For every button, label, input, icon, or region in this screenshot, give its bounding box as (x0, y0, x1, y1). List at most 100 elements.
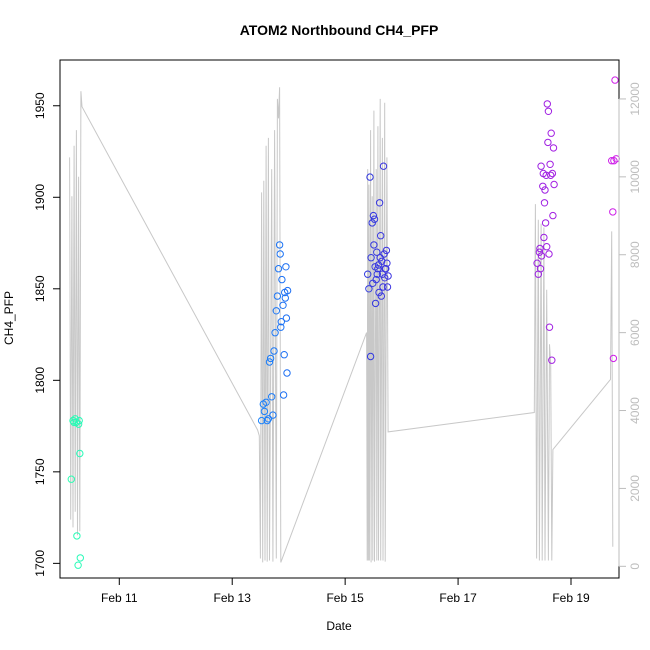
y2-tick-label: 2000 (628, 475, 642, 502)
y2-tick-label: 6000 (628, 319, 642, 346)
ch4-point (533, 259, 541, 267)
ch4-point (74, 420, 83, 428)
ch4-point (263, 416, 271, 425)
ch4-point (611, 76, 619, 84)
ch4-points-layer (67, 76, 620, 569)
ch4-point (67, 475, 76, 483)
ch4-point (547, 129, 555, 137)
ch4-point (377, 232, 385, 240)
ch4-point (70, 418, 78, 427)
ch4-point (76, 554, 85, 562)
ch4-point (265, 358, 274, 366)
y-tick-label: 1850 (33, 275, 47, 302)
x-axis-label: Date (326, 619, 352, 633)
ch4-point (273, 292, 282, 300)
y2-tick-label: 10000 (628, 160, 642, 194)
ch4-point (281, 294, 289, 302)
ch4-point (271, 329, 279, 337)
x-tick-label: Feb 15 (326, 591, 364, 605)
ch4-point (368, 219, 376, 227)
ch4-point (283, 369, 291, 377)
ch4-point (382, 246, 391, 255)
ch4-point (548, 169, 557, 178)
altitude-line-layer (69, 87, 614, 563)
ch4-point (269, 411, 277, 419)
ch4-point (283, 286, 292, 295)
ch4-point (540, 199, 549, 207)
y2-tick-label: 0 (628, 563, 642, 570)
ch4-point (76, 449, 84, 458)
ch4-point (380, 250, 388, 258)
ch4-point (375, 199, 384, 207)
ch4-point (279, 301, 287, 309)
ch4-point (373, 248, 381, 256)
ch4-point (274, 265, 283, 273)
ch4-point (366, 352, 375, 361)
ch4-point (371, 299, 380, 308)
y-tick-label: 1750 (33, 458, 47, 485)
ch4-point (375, 288, 383, 297)
ch4-point (537, 252, 546, 260)
ch4-point (377, 292, 385, 300)
ch4-point (282, 263, 290, 271)
ch4-point (537, 162, 545, 170)
y-tick-label: 1700 (33, 550, 47, 577)
ch4-point (610, 157, 618, 165)
ch4-point (383, 259, 391, 267)
ch4-point (539, 182, 547, 191)
ch4-point (275, 241, 284, 249)
ch4-point (280, 351, 288, 359)
ch4-point (73, 532, 81, 540)
x-tick-label: Feb 19 (552, 591, 590, 605)
ch4-point (266, 354, 275, 363)
ch4-point (535, 248, 544, 256)
ch4-point (543, 100, 551, 108)
ch4-point (373, 270, 381, 278)
ch4-point (609, 208, 617, 216)
ch4-point (541, 219, 550, 227)
ch4-point (370, 215, 379, 223)
ch4-point (278, 275, 286, 284)
ch4-point (545, 250, 553, 258)
ch4-point (277, 323, 285, 331)
ch4-point (260, 407, 269, 416)
ch4-point (379, 162, 388, 170)
ch4-point (536, 265, 545, 273)
y-axis-right: 0 2000 4000 6000 8000 10000 12000 (618, 82, 642, 570)
ch4-point (549, 144, 558, 152)
y2-tick-label: 4000 (628, 397, 642, 424)
ch4-point (379, 283, 387, 291)
ch4-point (268, 393, 276, 401)
ch4-point (366, 173, 374, 181)
ch4-point (548, 356, 556, 364)
chart-title: ATOM2 Northbound CH4_PFP (240, 22, 439, 38)
ch4-point (370, 241, 378, 249)
ch4-point (550, 180, 558, 189)
y-tick-label: 1950 (33, 92, 47, 119)
altitude-series-line (69, 87, 614, 563)
ch4-point (277, 318, 285, 326)
ch4-point (540, 233, 548, 242)
y2-tick-label: 8000 (628, 241, 642, 268)
ch4-point (378, 257, 386, 265)
ch4-point (609, 354, 618, 363)
ch4-point (272, 307, 280, 315)
ch4-point (374, 265, 382, 273)
ch4-point (282, 314, 291, 322)
x-axis: Feb 11 Feb 13 Feb 15 Feb 17 Feb 19 (101, 577, 590, 605)
ch4-point (544, 107, 553, 116)
ch4-point (74, 561, 82, 569)
ch4-point (75, 416, 83, 425)
ch4-point (270, 347, 278, 355)
ch4-point (364, 270, 372, 278)
ch4-point (372, 275, 380, 284)
y-tick-label: 1900 (33, 184, 47, 211)
x-tick-label: Feb 13 (214, 591, 252, 605)
x-tick-label: Feb 11 (101, 591, 138, 605)
ch4-point (543, 243, 551, 251)
y-tick-label: 1800 (33, 367, 47, 394)
ch4-point (549, 211, 557, 220)
ch4-point (608, 157, 616, 165)
